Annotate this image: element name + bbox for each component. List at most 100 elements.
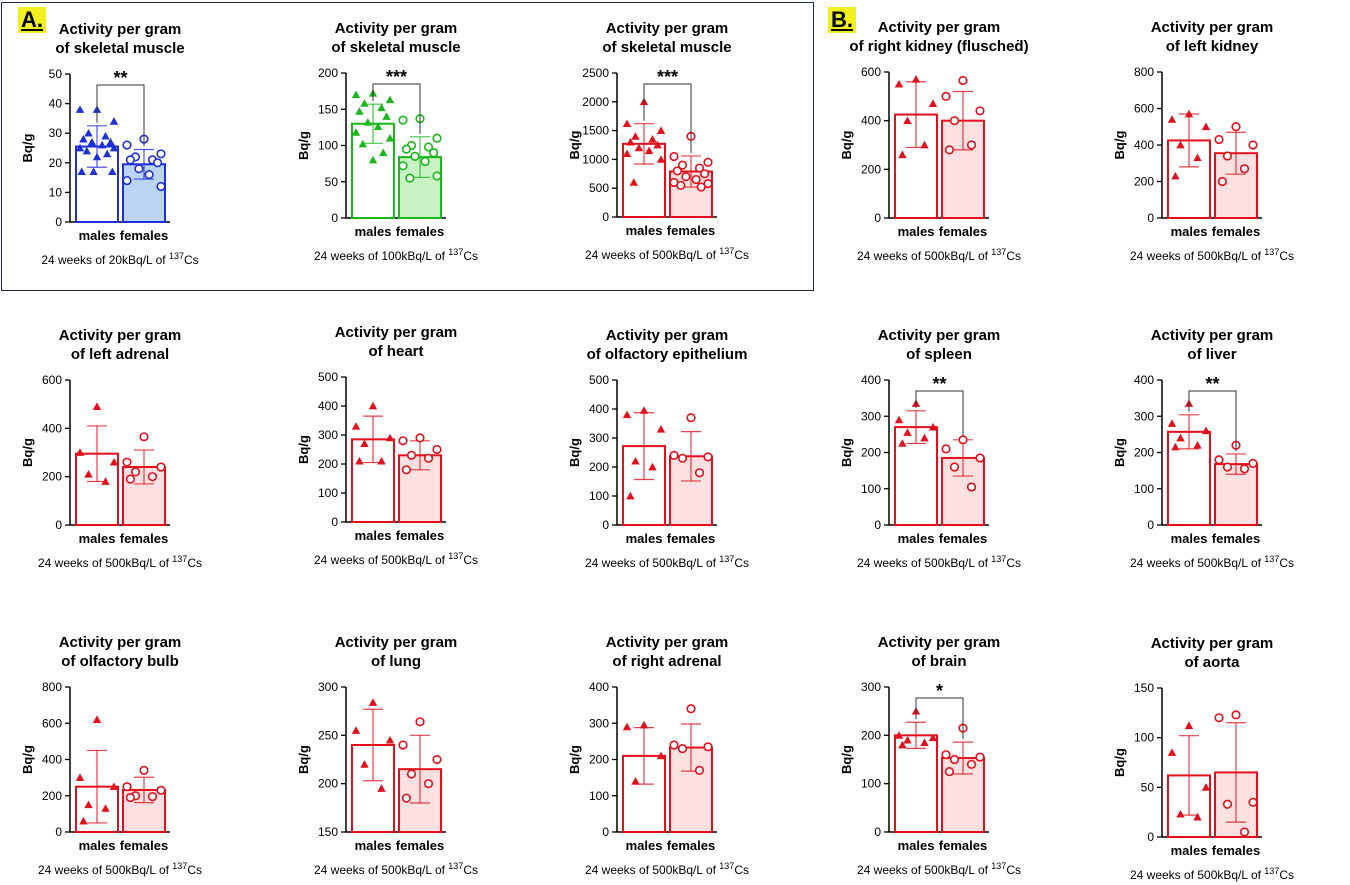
y-axis-label: Bq/g (1112, 131, 1127, 160)
female-data-point (147, 792, 158, 802)
chart-title-line-2: of olfactory epithelium (587, 346, 748, 363)
chart-title-line-1: Activity per gram (878, 19, 1001, 36)
y-tick-label: 100 (318, 486, 338, 500)
y-tick-label: 0 (874, 211, 881, 225)
female-data-point (1248, 458, 1258, 468)
significance-bracket (1188, 390, 1237, 451)
significance-bracket (643, 83, 692, 153)
male-data-point (928, 733, 938, 742)
chart-4: Activity per gram of right kidney (flusch… (839, 19, 1029, 263)
male-data-point (368, 401, 378, 410)
male-data-point (903, 116, 912, 125)
male-data-point (75, 143, 85, 152)
caption-isotope-mass: 137 (991, 247, 1006, 257)
male-data-point (653, 140, 662, 149)
chart-title-line-2: of right adrenal (612, 653, 721, 670)
x-tick-label-females: females (667, 531, 715, 546)
y-tick-label: 30 (49, 126, 63, 140)
caption-text: 24 weeks of 500kBq/L of (585, 556, 719, 570)
male-data-point (351, 128, 361, 136)
chart-title-line-2: of right kidney (fluscheḋ) (849, 38, 1028, 55)
chart-title-line-2: of olfactory bulb (61, 653, 179, 670)
male-data-point (920, 738, 929, 746)
chart-10: Activity per gram of liver 0 100 200 300 400 Bq… (1112, 327, 1294, 570)
x-tick-label-females: females (120, 228, 168, 243)
male-data-point (385, 95, 395, 104)
male-data-point (911, 75, 921, 83)
chart-title-line-1: Activity per gram (606, 20, 729, 37)
male-data-point (377, 456, 386, 465)
y-tick-label: 800 (1134, 65, 1154, 79)
chart-title-line-2: of skeletal muscle (331, 39, 460, 56)
caption-isotope: Cs (734, 248, 749, 262)
caption-text: 24 weeks of 500kBq/L of (857, 249, 991, 263)
y-tick-label: 100 (1134, 731, 1154, 745)
bar-males (622, 445, 666, 526)
x-tick-label-males: males (79, 531, 116, 546)
female-data-point (410, 151, 420, 161)
female-data-point (676, 180, 686, 190)
chart-title-line-1: Activity per gram (1151, 327, 1274, 344)
male-data-point (385, 735, 395, 744)
male-data-point (1193, 812, 1202, 821)
male-data-point (656, 751, 666, 760)
male-data-point (360, 99, 369, 107)
y-tick-label: 400 (42, 753, 62, 767)
y-tick-label: 250 (318, 728, 338, 742)
x-tick-label-females: females (1212, 531, 1260, 546)
y-tick-label: 1000 (582, 152, 609, 166)
female-data-point (677, 744, 688, 754)
female-data-point (139, 432, 149, 442)
female-data-point (398, 740, 408, 750)
y-tick-label: 500 (589, 181, 609, 195)
chart-7: Activity per gram of heart 0 100 200 300 400 50… (296, 324, 478, 567)
female-data-point (677, 453, 688, 463)
female-data-point (125, 155, 135, 165)
caption-isotope-mass: 137 (719, 861, 734, 871)
male-data-point (656, 425, 666, 433)
male-data-point (631, 132, 640, 140)
male-data-point (385, 433, 395, 442)
female-data-point (432, 171, 442, 181)
y-tick-label: 400 (589, 402, 609, 416)
male-data-point (84, 129, 93, 137)
female-data-point (669, 450, 679, 461)
female-data-point (1214, 455, 1224, 465)
bar-males (75, 145, 119, 224)
male-data-point (648, 135, 657, 143)
male-data-point (898, 439, 907, 447)
y-tick-label: 500 (318, 370, 338, 384)
x-tick-label-males: males (355, 838, 392, 853)
female-data-point (672, 166, 683, 176)
female-data-point (975, 106, 985, 116)
female-data-point (686, 704, 696, 714)
caption-text: 24 weeks of 500kBq/L of (585, 248, 719, 262)
y-axis-label: Bq/g (20, 745, 35, 774)
y-tick-label: 300 (589, 716, 609, 730)
female-data-point (686, 413, 696, 423)
caption-isotope: Cs (734, 556, 749, 570)
female-data-point (1231, 710, 1241, 720)
female-data-point (975, 752, 985, 762)
female-data-point (949, 754, 960, 765)
x-tick-label-females: females (396, 528, 444, 543)
male-data-point (1167, 419, 1177, 427)
y-tick-label: 150 (1134, 681, 1154, 695)
y-tick-label: 100 (589, 789, 609, 803)
chart-caption: 24 weeks of 500kBq/L of 137Cs (1130, 247, 1294, 263)
female-data-point (406, 769, 417, 779)
caption-isotope-mass: 137 (719, 554, 734, 564)
chart-caption: 24 weeks of 500kBq/L of 137Cs (585, 861, 749, 877)
chart-title-line-2: of left adrenal (71, 346, 169, 363)
female-data-point (941, 444, 951, 454)
male-data-point (101, 477, 110, 485)
female-data-point (122, 175, 132, 186)
female-data-point (1239, 464, 1250, 474)
caption-text: 24 weeks of 100kBq/L of (314, 249, 448, 263)
x-tick-label-females: females (120, 531, 168, 546)
female-data-point (1239, 827, 1250, 837)
caption-isotope-mass: 137 (719, 246, 734, 256)
chart-title-line-1: Activity per gram (335, 324, 458, 341)
chart-title-line-2: of heart (368, 343, 423, 360)
male-data-point (84, 470, 93, 478)
